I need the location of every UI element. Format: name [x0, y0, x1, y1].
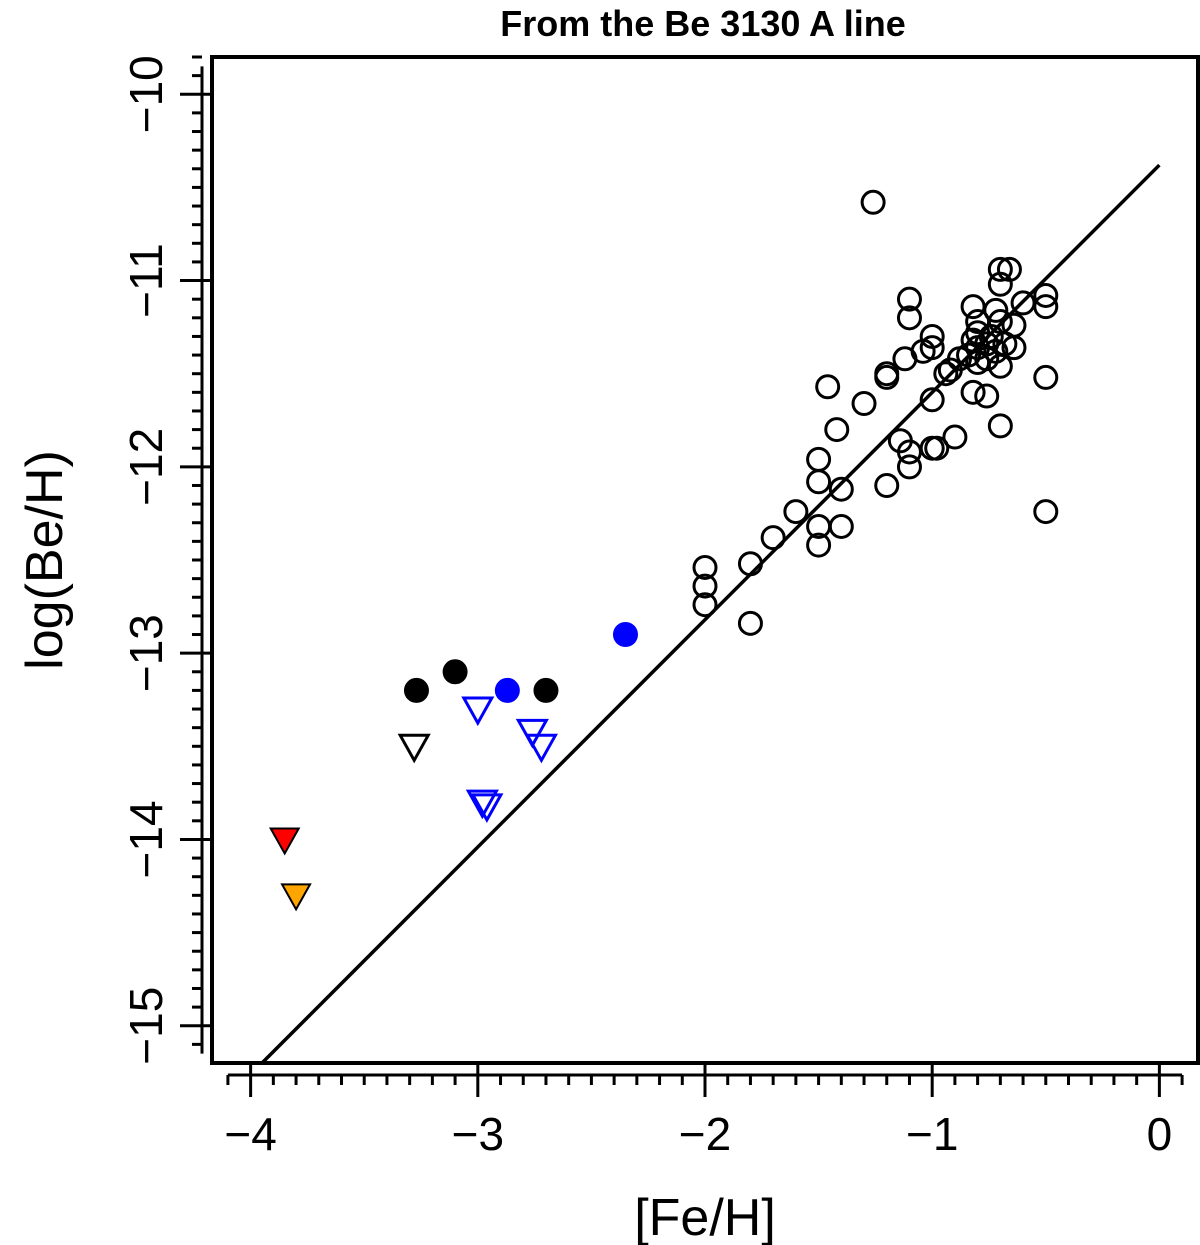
series-detections-blue- — [494, 622, 638, 703]
y-tick-label: −15 — [120, 987, 172, 1065]
x-axis-label: [Fe/H] — [634, 1189, 776, 1245]
series-upper-limit-red- — [268, 827, 301, 856]
y-axis: −15 −14 −13 −12 −11 −10 — [120, 55, 212, 1065]
data-point-filled-circle — [533, 677, 559, 703]
data-point-open-circle — [806, 532, 832, 558]
x-tick-label: 0 — [1147, 1108, 1173, 1160]
data-point-open-circle — [987, 256, 1013, 282]
series-detections-black- — [403, 659, 559, 703]
series-upper-limits-blue- — [461, 696, 558, 823]
data-point-open-circle — [1033, 499, 1059, 525]
data-point-open-circle — [1033, 282, 1059, 308]
y-tick-label: −12 — [120, 428, 172, 506]
data-point-open-circle — [1033, 294, 1059, 320]
data-point-open-triangle — [524, 733, 558, 764]
data-point-filled-circle — [612, 622, 638, 648]
y-tick-label: −13 — [120, 614, 172, 692]
series-literature-detections — [692, 189, 1059, 636]
data-point-open-circle — [783, 499, 809, 525]
data-point-filled-circle — [494, 677, 520, 703]
data-point-open-circle — [987, 271, 1013, 297]
data-point-open-circle — [851, 391, 877, 417]
data-point-open-triangle — [465, 789, 499, 820]
x-tick-label: −1 — [906, 1108, 958, 1160]
data-point-open-circle — [942, 424, 968, 450]
data-point-open-circle — [692, 573, 718, 599]
data-point-open-circle — [860, 189, 886, 215]
chart-title: From the Be 3130 A line — [500, 3, 905, 44]
data-point-open-circle — [760, 525, 786, 551]
data-point-open-circle — [924, 435, 950, 461]
data-point-open-circle — [919, 387, 945, 413]
data-point-open-circle — [1033, 364, 1059, 390]
data-point-open-circle — [896, 305, 922, 331]
y-tick-label: −10 — [120, 55, 172, 133]
data-point-open-triangle — [461, 696, 495, 727]
data-point-open-circle — [828, 513, 854, 539]
y-tick-label: −14 — [120, 800, 172, 878]
data-point-open-circle — [974, 383, 1000, 409]
data-point-open-circle — [937, 357, 963, 383]
data-point-filled-circle — [442, 659, 468, 685]
data-point-open-circle — [1001, 335, 1027, 361]
x-tick-label: −3 — [452, 1108, 504, 1160]
data-point-open-circle — [737, 551, 763, 577]
y-axis-label: log(Be/H) — [16, 450, 74, 670]
data-point-open-circle — [960, 379, 986, 405]
y-tick-label: −11 — [120, 243, 172, 318]
series-upper-limits-black- — [397, 733, 431, 764]
plot-frame — [210, 55, 1200, 1065]
data-point-open-circle — [933, 361, 959, 387]
data-point-open-circle — [896, 454, 922, 480]
series-upper-limit-orange- — [280, 883, 312, 912]
data-point-open-triangle — [515, 718, 549, 749]
data-point-open-circle — [828, 476, 854, 502]
data-point-open-circle — [806, 446, 832, 472]
data-point-open-triangle — [470, 793, 504, 823]
data-point-open-circle — [692, 592, 718, 618]
data-point-open-circle — [960, 294, 986, 320]
x-tick-label: −2 — [679, 1108, 731, 1160]
data-point-open-triangle — [397, 733, 431, 764]
plot-area — [260, 163, 1161, 1065]
data-point-filled-circle — [403, 677, 429, 703]
data-point-open-circle — [806, 469, 832, 495]
data-point-open-circle — [874, 472, 900, 498]
data-point-open-circle — [874, 364, 900, 390]
x-axis: −4 −3 −2 −1 0 — [224, 1063, 1184, 1160]
data-point-open-circle — [737, 610, 763, 636]
data-point-open-circle — [896, 286, 922, 312]
data-point-open-circle — [983, 297, 1009, 323]
data-point-open-circle — [896, 439, 922, 465]
data-point-open-circle — [987, 413, 1013, 439]
data-point-open-circle — [815, 374, 841, 400]
data-point-filled-triangle — [280, 883, 312, 912]
data-point-open-circle — [892, 346, 918, 372]
data-point-filled-triangle — [268, 827, 301, 856]
x-tick-label: −4 — [224, 1108, 276, 1160]
data-point-open-circle — [824, 417, 850, 443]
data-point-open-circle — [692, 554, 718, 580]
data-point-open-circle — [987, 353, 1013, 379]
